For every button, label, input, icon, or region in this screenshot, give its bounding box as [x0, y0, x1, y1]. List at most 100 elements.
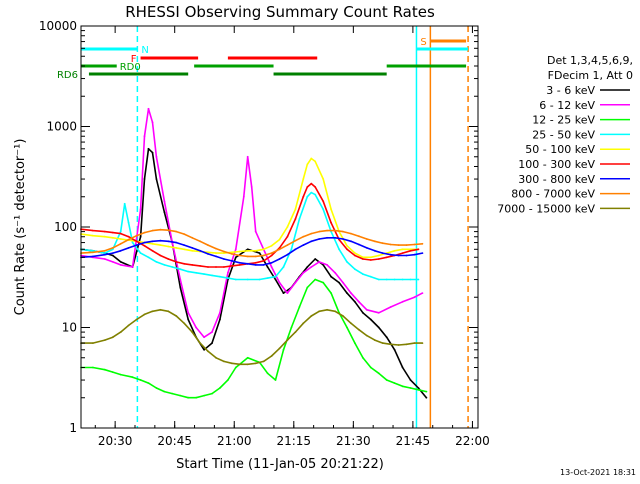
- data-point-100-300-kev: [175, 261, 178, 263]
- data-point-800-7000-kev: [302, 235, 305, 238]
- data-point-800-7000-kev: [373, 240, 376, 243]
- data-point-12-25-kev: [401, 385, 404, 388]
- data-point-7000-15000-kev: [334, 310, 336, 313]
- data-point-100-300-kev: [231, 265, 233, 267]
- data-point-6-12-kev: [350, 292, 352, 294]
- data-point-100-300-kev: [119, 232, 122, 235]
- data-point-300-800-kev: [381, 252, 384, 255]
- legend-label-12-25-kev: 12 - 25 keV: [532, 114, 595, 127]
- data-point-50-100-kev: [262, 248, 265, 251]
- y-axis-title: Count Rate (s⁻¹ detector⁻¹): [13, 139, 28, 316]
- data-point-25-50-kev: [310, 191, 313, 194]
- data-point-6-12-kev: [211, 331, 213, 333]
- data-point-50-100-kev: [270, 244, 273, 247]
- data-point-12-25-kev: [393, 382, 396, 384]
- data-point-3-6-kev: [219, 318, 221, 321]
- data-point-25-50-kev: [246, 278, 249, 281]
- data-point-800-7000-kev: [92, 251, 94, 254]
- data-point-800-7000-kev: [151, 229, 154, 232]
- data-point-12-25-kev: [103, 368, 106, 371]
- data-point-12-25-kev: [131, 376, 134, 379]
- data-point-800-7000-kev: [294, 239, 297, 242]
- data-point-25-50-kev: [139, 252, 142, 255]
- flag-label-rd0: RD0: [120, 62, 141, 73]
- data-point-50-100-kev: [330, 208, 332, 211]
- data-point-25-50-kev: [369, 275, 372, 278]
- data-point-3-6-kev: [409, 379, 412, 381]
- data-point-7000-15000-kev: [191, 331, 194, 333]
- data-point-800-7000-kev: [175, 230, 178, 233]
- data-point-300-800-kev: [397, 254, 400, 257]
- data-point-800-7000-kev: [199, 240, 202, 243]
- data-point-300-800-kev: [286, 253, 289, 256]
- data-point-6-12-kev: [334, 271, 336, 274]
- data-point-7000-15000-kev: [199, 342, 202, 344]
- data-point-6-12-kev: [310, 266, 313, 268]
- data-point-3-6-kev: [155, 178, 158, 180]
- data-point-300-800-kev: [127, 247, 130, 249]
- data-point-50-100-kev: [278, 238, 281, 241]
- data-point-25-50-kev: [258, 278, 261, 281]
- data-point-6-12-kev: [219, 311, 221, 314]
- data-point-25-50-kev: [298, 218, 301, 220]
- data-point-50-100-kev: [393, 249, 396, 252]
- data-point-800-7000-kev: [270, 252, 273, 255]
- data-point-800-7000-kev: [326, 229, 328, 232]
- data-point-7000-15000-kev: [143, 313, 146, 316]
- data-point-25-50-kev: [127, 221, 130, 224]
- data-point-800-7000-kev: [397, 244, 400, 247]
- data-point-25-50-kev: [306, 195, 309, 198]
- data-point-800-7000-kev: [183, 233, 186, 236]
- data-point-7000-15000-kev: [215, 356, 217, 359]
- legend-label-800-7000-kev: 800 - 7000 keV: [511, 188, 595, 201]
- data-point-12-25-kev: [155, 387, 158, 389]
- data-point-50-100-kev: [346, 244, 348, 247]
- flag-label-rd6: RD6: [57, 70, 78, 81]
- data-point-7000-15000-kev: [397, 344, 400, 346]
- data-point-50-100-kev: [254, 249, 257, 252]
- data-point-3-6-kev: [211, 342, 213, 344]
- data-point-800-7000-kev: [350, 232, 352, 235]
- data-point-12-25-kev: [354, 342, 356, 344]
- data-point-100-300-kev: [354, 254, 356, 257]
- data-point-800-7000-kev: [405, 244, 408, 247]
- data-point-300-800-kev: [326, 236, 328, 239]
- data-point-25-50-kev: [179, 268, 182, 271]
- data-point-100-300-kev: [92, 229, 94, 232]
- data-point-300-800-kev: [151, 240, 154, 243]
- legend-label-50-100-kev: 50 - 100 keV: [525, 143, 595, 156]
- data-point-3-6-kev: [314, 258, 317, 260]
- data-point-300-800-kev: [119, 249, 122, 252]
- data-point-25-50-kev: [338, 248, 340, 251]
- data-point-3-6-kev: [143, 178, 146, 180]
- data-point-25-50-kev: [322, 208, 325, 211]
- data-point-50-100-kev: [314, 160, 317, 163]
- data-point-300-800-kev: [207, 253, 209, 255]
- data-point-25-50-kev: [219, 275, 221, 278]
- data-point-3-6-kev: [234, 256, 237, 259]
- y-tick-label: 10000: [39, 19, 77, 33]
- data-point-3-6-kev: [151, 151, 154, 154]
- data-point-300-800-kev: [135, 244, 138, 247]
- data-point-100-300-kev: [362, 258, 364, 260]
- data-point-100-300-kev: [286, 235, 289, 238]
- data-point-100-300-kev: [306, 186, 309, 188]
- data-point-300-800-kev: [373, 249, 376, 252]
- data-point-7000-15000-kev: [350, 322, 352, 325]
- data-point-6-12-kev: [377, 311, 380, 314]
- data-point-800-7000-kev: [278, 248, 281, 251]
- data-point-6-12-kev: [111, 261, 114, 263]
- data-point-3-6-kev: [393, 348, 396, 351]
- data-point-300-800-kev: [294, 248, 297, 251]
- data-point-25-50-kev: [282, 266, 285, 268]
- data-point-50-100-kev: [409, 248, 412, 251]
- data-point-300-800-kev: [159, 239, 162, 242]
- data-point-300-800-kev: [215, 255, 217, 258]
- data-point-800-7000-kev: [223, 250, 225, 253]
- data-point-6-12-kev: [143, 135, 146, 138]
- legend-label-300-800-kev: 300 - 800 keV: [518, 173, 595, 186]
- data-point-7000-15000-kev: [238, 363, 241, 366]
- data-point-12-25-kev: [219, 387, 221, 389]
- data-point-800-7000-kev: [231, 253, 233, 255]
- y-tick-label: 1: [69, 421, 77, 435]
